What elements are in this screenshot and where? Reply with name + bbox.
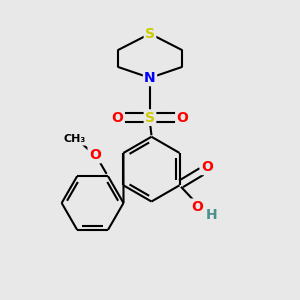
Text: O: O <box>191 200 203 214</box>
Text: O: O <box>112 111 124 124</box>
Text: O: O <box>89 148 101 162</box>
Text: S: S <box>145 27 155 41</box>
Text: CH₃: CH₃ <box>63 134 85 144</box>
Text: O: O <box>201 160 213 174</box>
Text: H: H <box>206 208 218 222</box>
Text: N: N <box>144 71 156 85</box>
Text: O: O <box>176 111 188 124</box>
Text: S: S <box>145 111 155 124</box>
